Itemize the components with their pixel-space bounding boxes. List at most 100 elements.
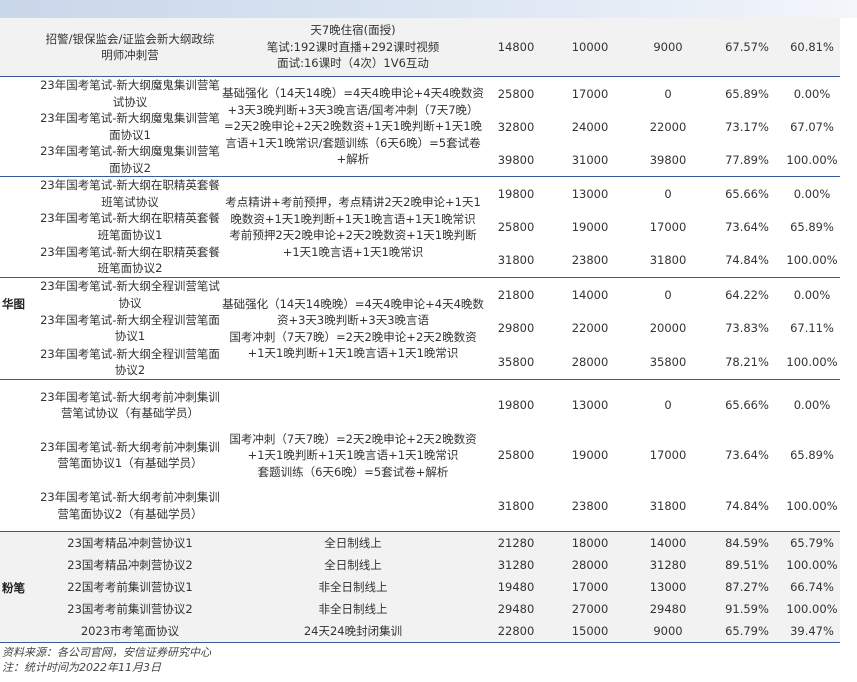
cell-value: 84.59%: [725, 536, 769, 550]
course-name: 23年国考笔试-新大纲全程训营笔试协议: [40, 279, 220, 310]
cell-value: 0.00%: [793, 398, 831, 413]
price-rows: 19800 13000 0 65.66% 0.00% 25800 19000 17000 73.…: [480, 380, 840, 531]
cell-value: 14000: [649, 536, 687, 550]
description-text: 国考冲刺（7天7晚）=2天2晚申论+2天2晚数资+1天1晚判断+1天1晚言语+1…: [229, 329, 477, 361]
cell-value: 31800: [649, 253, 687, 268]
table-group: 23年国考笔试-新大纲魔鬼集训营笔试协议 23年国考笔试-新大纲魔鬼集训营笔面协议…: [0, 77, 840, 177]
table-row: 22800 15000 9000 65.79% 39.47%: [480, 623, 840, 639]
cell-value: 0: [664, 398, 672, 413]
cell-value: 25800: [497, 219, 535, 234]
course-name: 23年国考笔试-新大纲魔鬼集训营笔面协议2: [40, 144, 220, 175]
cell-value: 22000: [649, 119, 687, 134]
cell-value: 13000: [649, 580, 687, 594]
cell-value: 14800: [497, 40, 535, 54]
description-text: 非全日制线上: [318, 601, 388, 616]
table-group: 23年国考笔试-新大纲考前冲刺集训营笔试协议（有基础学员） 23年国考笔试-新大纲…: [0, 380, 840, 532]
cell-value: 17000: [571, 580, 609, 594]
cell-value: 17000: [571, 86, 609, 101]
brand-fenbi: 粉笔: [2, 581, 25, 595]
price-rows: 25800 17000 0 65.89% 0.00% 32800 24000 22000 73.…: [480, 77, 840, 176]
course-name: 23年国考笔试-新大纲考前冲刺集训营笔试协议（有基础学员）: [40, 389, 220, 421]
course-names: 招警/银保监会/证监会新大纲政综明师冲刺营: [40, 18, 220, 76]
cell-value: 17000: [649, 219, 687, 234]
course-name: 23年国考笔试-新大纲在职精英套餐班笔面协议2: [40, 244, 220, 276]
brand-huatu: 华图: [2, 297, 25, 311]
description-text: 全日制线上: [324, 557, 382, 572]
cell-value: 39.47%: [790, 624, 834, 638]
cell-value: 31280: [649, 558, 687, 572]
description-text: 24天24晚封闭集训: [303, 623, 403, 638]
course-name: 2023市考笔面协议: [80, 623, 180, 638]
table-row: 31800 23800 31800 74.84% 100.00%: [480, 498, 840, 514]
date-note: 注：统计时间为2022年11月3日: [2, 661, 161, 674]
cell-value: 100.00%: [786, 253, 838, 268]
cell-value: 65.89%: [790, 448, 834, 463]
cell-value: 19800: [497, 186, 535, 201]
cell-value: 23800: [571, 498, 609, 513]
course-name: 23国考精品冲刺营协议2: [67, 557, 193, 572]
cell-value: 15000: [571, 624, 609, 638]
cell-value: 67.07%: [790, 119, 834, 134]
cell-value: 23800: [571, 253, 609, 268]
cell-value: 29480: [497, 602, 535, 616]
cell-value: 31800: [649, 498, 687, 513]
course-name: 23年国考笔试-新大纲魔鬼集训营笔试协议: [40, 78, 220, 109]
cell-value: 35800: [649, 355, 687, 370]
cell-value: 19800: [497, 398, 535, 413]
cell-value: 9000: [653, 624, 683, 638]
description-text: 基础强化（14天14晚晚）=4天4晚申论+4天4晚数资+3天3晚判断+3天3晚言…: [222, 296, 484, 328]
cell-value: 100.00%: [786, 355, 838, 370]
cell-value: 29800: [497, 321, 535, 336]
cell-value: 0.00%: [793, 186, 831, 201]
table-row: 31800 23800 31800 74.84% 100.00%: [480, 252, 840, 268]
cell-value: 73.64%: [725, 448, 769, 463]
course-names: 23国考精品冲刺营协议1 23国考精品冲刺营协议2 22国考考前集训营协议1 23国考…: [40, 532, 220, 642]
table-row: 25800 17000 0 65.89% 0.00%: [480, 86, 840, 102]
cell-value: 39800: [497, 152, 535, 167]
cell-value: 14000: [571, 287, 609, 302]
cell-value: 65.79%: [725, 624, 769, 638]
description-text: 面试:16课时（4次）1V6互动: [277, 56, 429, 71]
course-names: 23年国考笔试-新大纲在职精英套餐班笔试协议 23年国考笔试-新大纲在职精英套餐班…: [40, 177, 220, 277]
course-description: 基础强化（14天14晚晚）=4天4晚申论+4天4晚数资+3天3晚判断+3天3晚言…: [222, 278, 484, 379]
cell-value: 39800: [649, 152, 687, 167]
cell-value: 60.81%: [790, 40, 834, 54]
cell-value: 74.84%: [725, 253, 769, 268]
cell-value: 78.21%: [725, 355, 769, 370]
cell-value: 9000: [653, 40, 683, 54]
footnotes: 资料来源：各公司官网，安信证券研究中心 注：统计时间为2022年11月3日: [2, 645, 211, 675]
price-rows: 19800 13000 0 65.66% 0.00% 25800 19000 17000 73.…: [480, 177, 840, 277]
table-row: 25800 19000 17000 73.64% 65.89%: [480, 447, 840, 463]
course-description: 国考冲刺（7天7晚）=2天2晚申论+2天2晚数资+1天1晚判断+1天1晚言语+1…: [222, 380, 484, 531]
cell-value: 73.17%: [725, 119, 769, 134]
cell-value: 22000: [571, 321, 609, 336]
cell-value: 31800: [497, 498, 535, 513]
course-name: 23年国考笔试-新大纲全程训营笔面协议2: [40, 346, 220, 378]
table-row: 29800 22000 20000 73.83% 67.11%: [480, 320, 840, 336]
description-text: 国考冲刺（7天7晚）=2天2晚申论+2天2晚数资+1天1晚判断+1天1晚言语+1…: [229, 431, 477, 463]
cell-value: 18000: [571, 536, 609, 550]
course-names: 23年国考笔试-新大纲全程训营笔试协议 23年国考笔试-新大纲全程训营笔面协议1 2…: [40, 278, 220, 379]
price-rows: 21800 14000 0 64.22% 0.00% 29800 22000 20000 73.…: [480, 278, 840, 379]
description-text: 全日制线上: [324, 535, 382, 550]
cell-value: 64.22%: [725, 287, 769, 302]
course-name: 23年国考笔试-新大纲考前冲刺集训营笔面协议1（有基础学员）: [40, 439, 220, 471]
cell-value: 73.64%: [725, 219, 769, 234]
cell-value: 100.00%: [786, 602, 838, 616]
cell-value: 32800: [497, 119, 535, 134]
course-description: 基础强化（14天14晚）=4天4晚申论+4天4晚数资+3天3晚判断+3天3晚言语…: [222, 77, 484, 176]
course-name: 22国考考前集训营协议1: [67, 579, 193, 594]
cell-value: 19000: [571, 448, 609, 463]
course-name: 23年国考笔试-新大纲魔鬼集训营笔面协议1: [40, 111, 220, 142]
description-text: 非全日制线上: [318, 579, 388, 594]
cell-value: 19480: [497, 580, 535, 594]
cell-value: 67.11%: [790, 321, 834, 336]
course-name: 23年国考笔试-新大纲考前冲刺集训营笔面协议2（有基础学员）: [40, 490, 220, 521]
cell-value: 10000: [571, 40, 609, 54]
cell-value: 25800: [497, 86, 535, 101]
cell-value: 0.00%: [793, 287, 831, 302]
course-names: 23年国考笔试-新大纲魔鬼集训营笔试协议 23年国考笔试-新大纲魔鬼集训营笔面协议…: [40, 77, 220, 176]
table-row: 19480 17000 13000 87.27% 66.74%: [480, 579, 840, 595]
description-text: 考前预押2天2晚申论+2天2晚数资+1天1晚判断+1天1晚言语+1天1晚常识: [229, 228, 477, 259]
cell-value: 89.51%: [725, 558, 769, 572]
